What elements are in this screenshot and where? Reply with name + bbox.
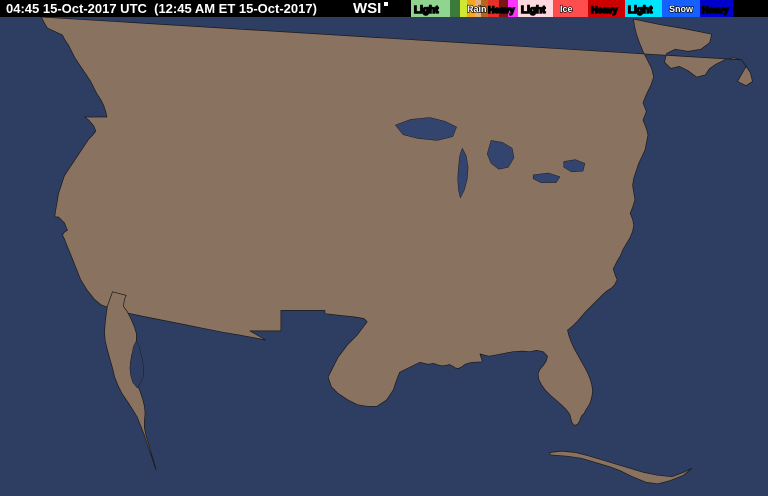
svg-text:Heavy: Heavy (702, 5, 729, 15)
svg-text:Light: Light (521, 5, 546, 16)
svg-text:Rain: Rain (467, 4, 487, 14)
svg-text:Ice: Ice (560, 4, 573, 14)
svg-text:04:45 15-Oct-2017 UTC (12:45: 04:45 15-Oct-2017 UTC (12:45 AM ET 15-Oc… (6, 1, 317, 16)
svg-text:Light: Light (628, 5, 653, 16)
svg-text:Heavy: Heavy (488, 5, 515, 15)
svg-text:Light: Light (414, 5, 439, 16)
svg-text:WSI: WSI (353, 0, 381, 17)
svg-text:Snow: Snow (669, 4, 694, 14)
svg-text:Heavy: Heavy (591, 5, 618, 15)
